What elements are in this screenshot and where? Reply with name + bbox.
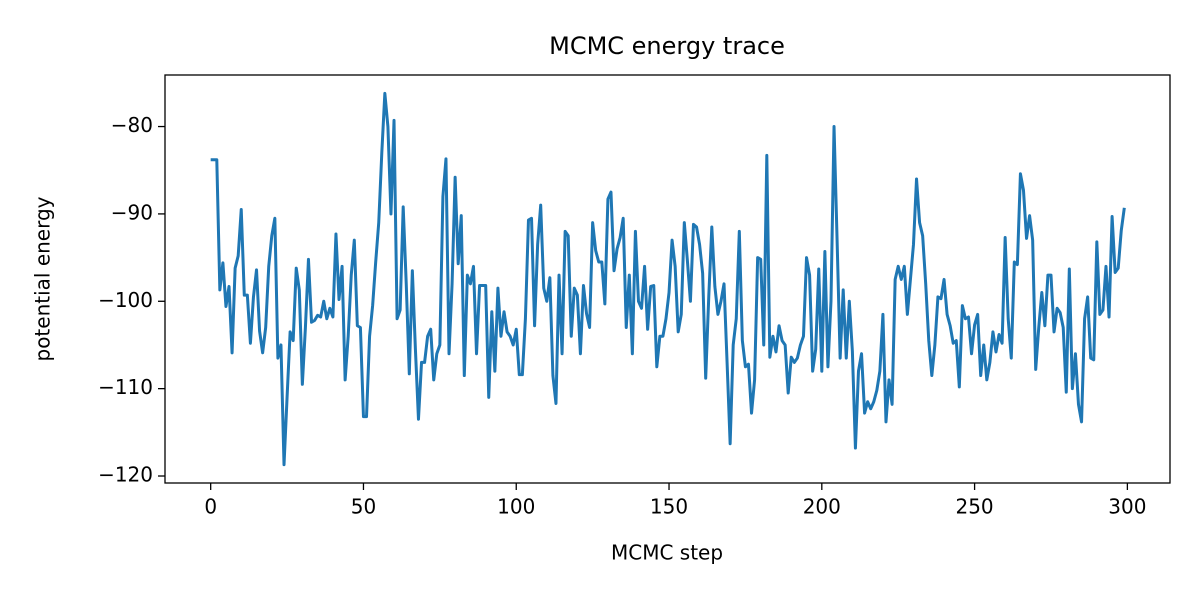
y-tick-label: −100 — [98, 288, 153, 312]
plot-frame — [164, 74, 1171, 484]
x-tick-label: 100 — [497, 495, 535, 519]
chart-title: MCMC energy trace — [549, 32, 785, 60]
x-tick-label: 200 — [803, 495, 841, 519]
y-tick-label: −110 — [98, 375, 153, 399]
x-axis-label: MCMC step — [611, 541, 723, 565]
y-tick-label: −90 — [111, 200, 153, 224]
y-axis-label: potential energy — [31, 196, 55, 361]
y-tick-label: −120 — [98, 463, 153, 487]
x-tick-label: 0 — [204, 495, 217, 519]
y-tick-label: −80 — [111, 113, 153, 137]
x-tick-label: 150 — [650, 495, 688, 519]
x-tick-label: 250 — [955, 495, 993, 519]
energy-line — [210, 91, 1126, 467]
x-tick-label: 50 — [351, 495, 376, 519]
x-tick-label: 300 — [1108, 495, 1146, 519]
